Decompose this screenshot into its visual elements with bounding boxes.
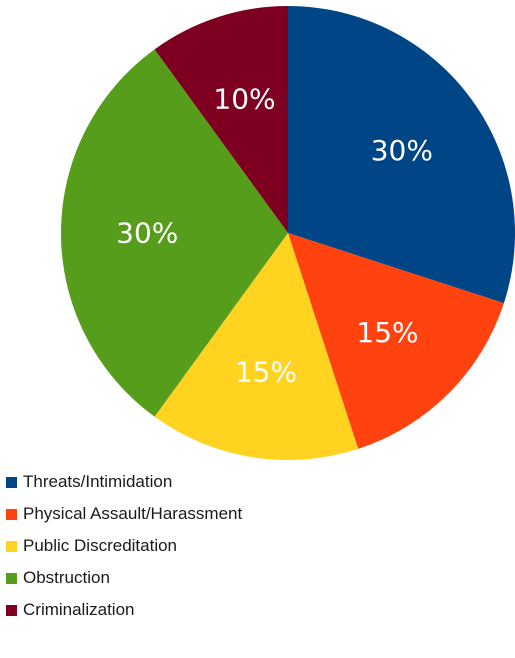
slice-label-2: 15%	[235, 356, 297, 389]
legend-label-2: Public Discreditation	[23, 536, 178, 555]
slice-label-1: 15%	[356, 316, 418, 349]
pie-slice-0	[288, 6, 515, 304]
legend-item-0: Threats/Intimidation	[6, 466, 242, 498]
pie-slice-4	[154, 6, 288, 233]
legend-swatch-2	[6, 540, 17, 552]
pie-slice-3	[60, 49, 288, 417]
slice-label-4: 10%	[213, 83, 275, 116]
legend-label-0: Threats/Intimidation	[23, 472, 173, 491]
legend-label-4: Criminalization	[23, 600, 135, 619]
pie-labels: 30% 15% 15% 30% 10%	[116, 83, 433, 389]
legend-item-4: Criminalization	[6, 594, 242, 626]
slice-label-3: 30%	[116, 217, 178, 250]
legend-item-3: Obstruction	[6, 562, 242, 594]
legend-swatch-4	[6, 604, 17, 616]
legend-item-2: Public Discreditation	[6, 530, 242, 562]
legend-label-3: Obstruction	[23, 568, 110, 587]
legend-label-1: Physical Assault/Harassment	[23, 504, 243, 523]
pie-chart: 30% 15% 15% 30% 10%	[60, 6, 515, 460]
pie-slice-1	[288, 233, 504, 449]
pie-slice-2	[154, 233, 359, 460]
slice-label-0: 30%	[371, 134, 433, 167]
legend-swatch-3	[6, 572, 17, 584]
legend-swatch-0	[6, 476, 17, 488]
legend: Threats/Intimidation Physical Assault/Har…	[6, 466, 242, 626]
pie-slices	[60, 6, 515, 460]
legend-swatch-1	[6, 508, 17, 520]
legend-item-1: Physical Assault/Harassment	[6, 498, 242, 530]
